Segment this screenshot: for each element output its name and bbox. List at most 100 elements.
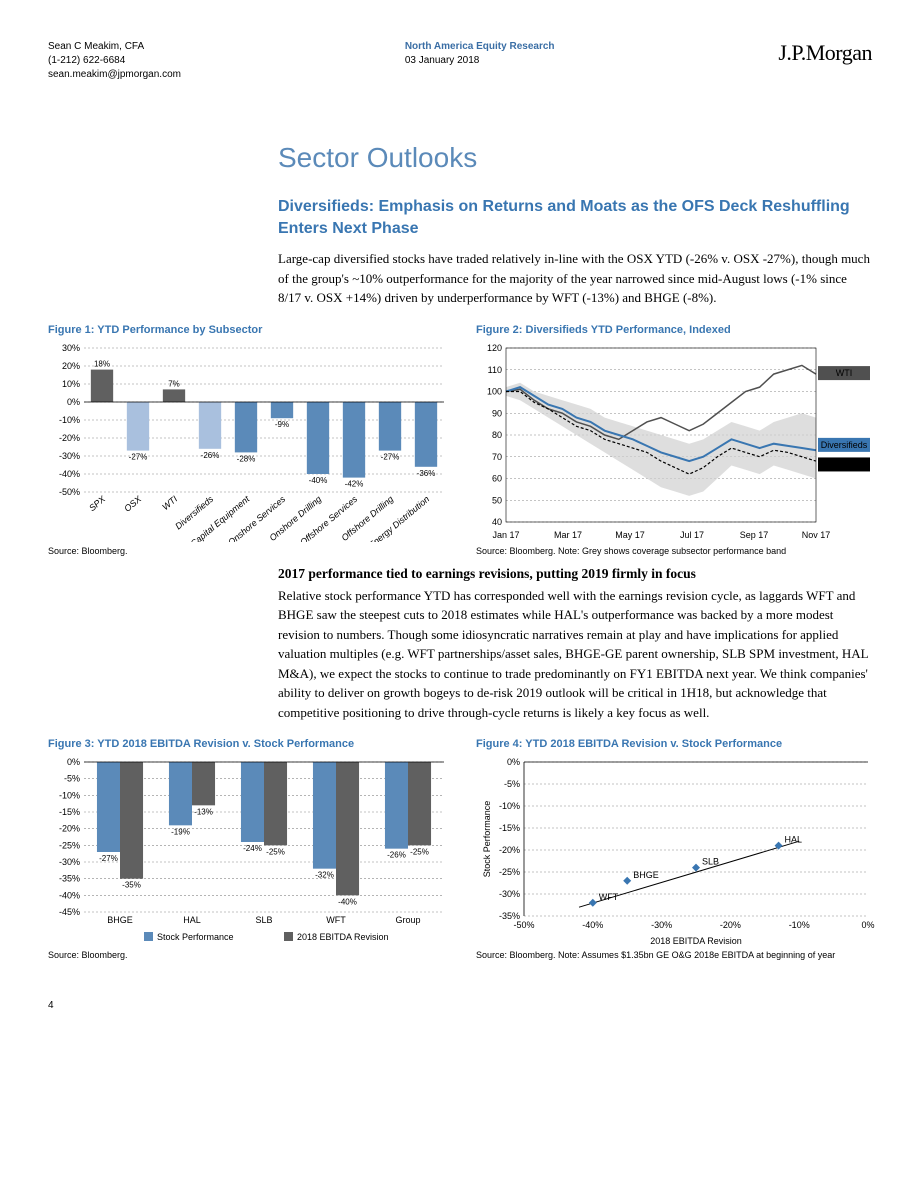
- svg-text:BHGE: BHGE: [633, 870, 659, 880]
- svg-text:-30%: -30%: [59, 451, 80, 461]
- svg-text:-40%: -40%: [59, 891, 80, 901]
- svg-text:-28%: -28%: [237, 454, 256, 463]
- svg-text:-20%: -20%: [499, 845, 520, 855]
- svg-text:Mar 17: Mar 17: [554, 530, 582, 540]
- svg-text:Diversifieds: Diversifieds: [821, 440, 868, 450]
- figure-3-title: Figure 3: YTD 2018 EBITDA Revision v. St…: [48, 738, 448, 750]
- svg-text:-36%: -36%: [417, 468, 436, 477]
- svg-text:WTI: WTI: [836, 368, 853, 378]
- svg-text:-30%: -30%: [651, 920, 672, 930]
- svg-text:HAL: HAL: [183, 915, 201, 925]
- svg-text:Energy Distribution: Energy Distribution: [367, 494, 432, 542]
- svg-text:50: 50: [492, 495, 502, 505]
- intro-paragraph: Large-cap diversified stocks have traded…: [278, 249, 872, 308]
- svg-text:-20%: -20%: [59, 433, 80, 443]
- svg-text:-10%: -10%: [59, 791, 80, 801]
- svg-text:-20%: -20%: [59, 824, 80, 834]
- svg-text:2018 EBITDA Revision: 2018 EBITDA Revision: [650, 936, 742, 946]
- svg-text:Group: Group: [395, 915, 420, 925]
- svg-text:-15%: -15%: [59, 807, 80, 817]
- firm-logo: J.P.Morgan: [778, 40, 872, 66]
- svg-text:30%: 30%: [62, 343, 80, 353]
- svg-text:2018 EBITDA Revision: 2018 EBITDA Revision: [297, 932, 389, 942]
- svg-text:Jan 17: Jan 17: [492, 530, 519, 540]
- svg-text:HAL: HAL: [785, 835, 803, 845]
- dept-name: North America Equity Research: [405, 40, 555, 54]
- svg-text:-40%: -40%: [309, 476, 328, 485]
- svg-text:110: 110: [488, 364, 502, 374]
- svg-text:0%: 0%: [507, 757, 520, 767]
- svg-text:-19%: -19%: [171, 828, 190, 837]
- svg-text:7%: 7%: [168, 379, 180, 388]
- svg-text:-42%: -42%: [345, 479, 364, 488]
- figure-2-title: Figure 2: Diversifieds YTD Performance, …: [476, 324, 876, 336]
- svg-text:-25%: -25%: [410, 848, 429, 857]
- section-subhead: Diversifieds: Emphasis on Returns and Mo…: [278, 196, 872, 239]
- section-title: Sector Outlooks: [278, 142, 872, 174]
- figure-4-title: Figure 4: YTD 2018 EBITDA Revision v. St…: [476, 738, 876, 750]
- figure-3-source: Source: Bloomberg.: [48, 950, 448, 960]
- svg-text:May 17: May 17: [615, 530, 645, 540]
- figure-1-chart: -50%-40%-30%-20%-10%0%10%20%30%18%SPX-27…: [48, 342, 448, 542]
- svg-text:WTI: WTI: [160, 493, 179, 512]
- svg-text:-27%: -27%: [129, 452, 148, 461]
- svg-text:-35%: -35%: [59, 874, 80, 884]
- figure-1-title: Figure 1: YTD Performance by Subsector: [48, 324, 448, 336]
- svg-text:-27%: -27%: [99, 854, 118, 863]
- figure-1-source: Source: Bloomberg.: [48, 546, 448, 556]
- svg-text:0%: 0%: [67, 397, 80, 407]
- svg-text:-30%: -30%: [499, 889, 520, 899]
- figure-4-source: Source: Bloomberg. Note: Assumes $1.35bn…: [476, 950, 876, 960]
- svg-text:20%: 20%: [62, 361, 80, 371]
- svg-text:OSX: OSX: [122, 493, 144, 514]
- svg-text:-25%: -25%: [59, 841, 80, 851]
- svg-text:-40%: -40%: [338, 898, 357, 907]
- svg-text:-5%: -5%: [64, 774, 80, 784]
- svg-text:-30%: -30%: [59, 857, 80, 867]
- svg-text:-13%: -13%: [194, 808, 213, 817]
- analyst-email: sean.meakim@jpmorgan.com: [48, 68, 181, 82]
- svg-text:-10%: -10%: [789, 920, 810, 930]
- svg-text:SPX: SPX: [87, 493, 108, 513]
- svg-text:-9%: -9%: [275, 420, 289, 429]
- svg-text:Stock Performance: Stock Performance: [482, 801, 492, 878]
- svg-text:-27%: -27%: [381, 452, 400, 461]
- svg-text:18%: 18%: [94, 359, 110, 368]
- analyst-phone: (1-212) 622-6684: [48, 54, 181, 68]
- svg-text:Nov 17: Nov 17: [802, 530, 831, 540]
- svg-text:Jul 17: Jul 17: [680, 530, 704, 540]
- analyst-block: Sean C Meakim, CFA (1-212) 622-6684 sean…: [48, 40, 181, 82]
- figure-4-chart: -35%-30%-25%-20%-15%-10%-5%0%-50%-40%-30…: [476, 756, 876, 946]
- svg-text:10%: 10%: [62, 379, 80, 389]
- report-date: 03 January 2018: [405, 54, 555, 68]
- svg-text:-32%: -32%: [315, 871, 334, 880]
- svg-text:-15%: -15%: [499, 823, 520, 833]
- figure-3: Figure 3: YTD 2018 EBITDA Revision v. St…: [48, 738, 448, 960]
- figure-1: Figure 1: YTD Performance by Subsector -…: [48, 324, 448, 556]
- svg-text:SLB: SLB: [255, 915, 272, 925]
- svg-text:WFT: WFT: [326, 915, 346, 925]
- svg-text:-24%: -24%: [243, 844, 262, 853]
- svg-text:-10%: -10%: [499, 801, 520, 811]
- svg-text:SLB: SLB: [702, 857, 719, 867]
- svg-text:-40%: -40%: [59, 469, 80, 479]
- svg-text:0%: 0%: [861, 920, 874, 930]
- svg-text:OSX: OSX: [834, 459, 853, 469]
- svg-text:-25%: -25%: [266, 848, 285, 857]
- figure-2: Figure 2: Diversifieds YTD Performance, …: [476, 324, 876, 556]
- svg-text:-26%: -26%: [387, 851, 406, 860]
- svg-text:-26%: -26%: [201, 450, 220, 459]
- dept-block: North America Equity Research 03 January…: [405, 40, 555, 68]
- svg-text:-5%: -5%: [504, 779, 520, 789]
- svg-text:-50%: -50%: [513, 920, 534, 930]
- svg-text:100: 100: [487, 386, 502, 396]
- svg-text:-35%: -35%: [122, 881, 141, 890]
- mid-heading: 2017 performance tied to earnings revisi…: [278, 566, 872, 582]
- svg-text:-40%: -40%: [582, 920, 603, 930]
- svg-text:WFT: WFT: [599, 892, 619, 902]
- svg-text:-10%: -10%: [59, 415, 80, 425]
- page-header: Sean C Meakim, CFA (1-212) 622-6684 sean…: [48, 40, 872, 82]
- svg-text:70: 70: [492, 451, 502, 461]
- svg-text:0%: 0%: [67, 757, 80, 767]
- svg-text:-25%: -25%: [499, 867, 520, 877]
